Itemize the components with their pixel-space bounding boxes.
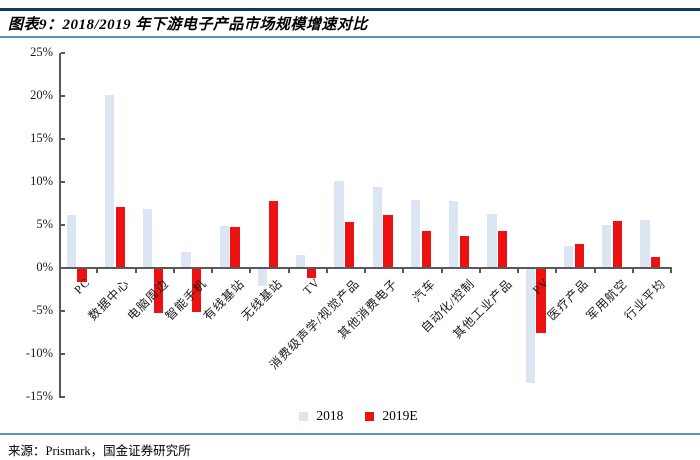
y-axis-tick xyxy=(61,310,65,312)
y-axis-tick xyxy=(61,353,65,355)
bar-2018 xyxy=(563,245,574,267)
y-axis-tick xyxy=(61,396,65,398)
x-axis-tick xyxy=(402,269,405,273)
y-axis-tick-label: 15% xyxy=(30,131,53,145)
legend-label-2019e: 2019E xyxy=(382,408,418,423)
x-axis-tick xyxy=(670,269,672,273)
x-axis-line xyxy=(59,267,672,269)
bar-2019E xyxy=(77,269,87,282)
x-axis-tick xyxy=(631,269,634,273)
bar-2018 xyxy=(296,254,306,267)
category-label: 汽车 xyxy=(410,276,439,305)
category-label: 智能手机 xyxy=(162,276,210,324)
y-axis-tick-label: -5% xyxy=(32,303,53,317)
x-axis-tick xyxy=(364,269,366,273)
bar-chart-plot-area: 25% 20% 15% 10% 5% 0% -5% -10% -15% PC 数据中心 电脑周边 智能手… xyxy=(26,45,672,403)
bar-2019E xyxy=(192,269,202,312)
bar-2019E xyxy=(536,269,546,333)
bar-2019E xyxy=(306,269,317,278)
y-axis-tick-label: 25% xyxy=(30,45,53,59)
y-axis-tick-label: -10% xyxy=(25,346,53,360)
chart-legend: 2018 2019E xyxy=(59,406,672,426)
bar-2018 xyxy=(410,199,421,267)
bar-2018 xyxy=(602,224,612,267)
x-axis-tick xyxy=(593,269,596,273)
y-axis-tick-label: -15% xyxy=(25,389,53,403)
title-underline-rule xyxy=(0,36,700,38)
bar-2019E xyxy=(612,220,623,267)
x-axis-tick xyxy=(478,269,481,273)
figure-title: 图表9：2018/2019 年下游电子产品市场规模增速对比 xyxy=(8,17,368,33)
bar-2018 xyxy=(525,269,535,383)
legend-swatch-2019e xyxy=(365,411,375,421)
bar-2018 xyxy=(640,219,650,267)
x-axis-tick xyxy=(249,269,252,273)
x-axis-tick xyxy=(555,269,558,273)
source-note: 来源：Prismark，国金证券研究所 xyxy=(8,444,191,458)
y-axis-tick xyxy=(61,138,65,140)
bar-2018 xyxy=(66,215,76,267)
bar-2019E xyxy=(498,230,508,267)
y-axis-tick xyxy=(61,224,65,226)
bar-2019E xyxy=(115,206,125,267)
y-axis-tick-label: 5% xyxy=(36,217,53,231)
top-navy-rule xyxy=(0,8,700,11)
category-label: 数据中心 xyxy=(85,276,133,324)
y-axis-tick xyxy=(61,95,65,97)
x-axis-tick xyxy=(287,269,290,273)
category-label: PC xyxy=(71,275,93,297)
x-axis-tick xyxy=(517,269,519,273)
x-axis-tick xyxy=(172,269,175,273)
x-axis-tick xyxy=(96,269,99,273)
x-axis-tick xyxy=(325,269,328,273)
category-label: 军用航空 xyxy=(583,276,630,324)
bar-2019E xyxy=(268,200,278,267)
x-axis-tick xyxy=(134,269,137,273)
bar-2018 xyxy=(143,208,153,267)
bar-2018 xyxy=(334,181,344,267)
category-label: 医疗产品 xyxy=(544,276,592,324)
x-axis-tick xyxy=(211,269,213,273)
y-axis-tick xyxy=(61,181,65,183)
x-axis-tick xyxy=(440,269,443,273)
bar-2019E xyxy=(230,227,240,267)
category-label: TV xyxy=(299,275,323,298)
bar-2018 xyxy=(181,251,191,267)
legend-swatch-2018 xyxy=(299,411,309,421)
y-axis-tick-label: 0% xyxy=(36,260,53,274)
y-axis-tick xyxy=(61,52,65,54)
bar-2018 xyxy=(487,213,497,267)
bar-2018 xyxy=(257,269,268,287)
bar-2019E xyxy=(421,230,431,267)
category-label: 行业平均 xyxy=(621,276,669,324)
y-axis-line xyxy=(59,53,61,398)
legend-label-2018: 2018 xyxy=(316,408,344,423)
bar-2018 xyxy=(104,95,115,267)
bar-2019E xyxy=(574,243,584,267)
bar-2018 xyxy=(449,200,459,267)
bar-2019E xyxy=(651,256,661,267)
bar-2019E xyxy=(459,236,470,267)
bar-2018 xyxy=(372,187,382,267)
bar-2018 xyxy=(219,225,229,267)
bar-2019E xyxy=(153,269,164,313)
category-label: 电脑周边 xyxy=(124,276,171,324)
y-axis-tick-label: 10% xyxy=(30,174,53,188)
bar-2019E xyxy=(383,215,393,267)
bar-2019E xyxy=(345,222,355,267)
category-label: 有线基站 xyxy=(200,276,248,324)
y-axis-tick-label: 20% xyxy=(30,88,53,102)
footer-rule xyxy=(0,433,700,435)
